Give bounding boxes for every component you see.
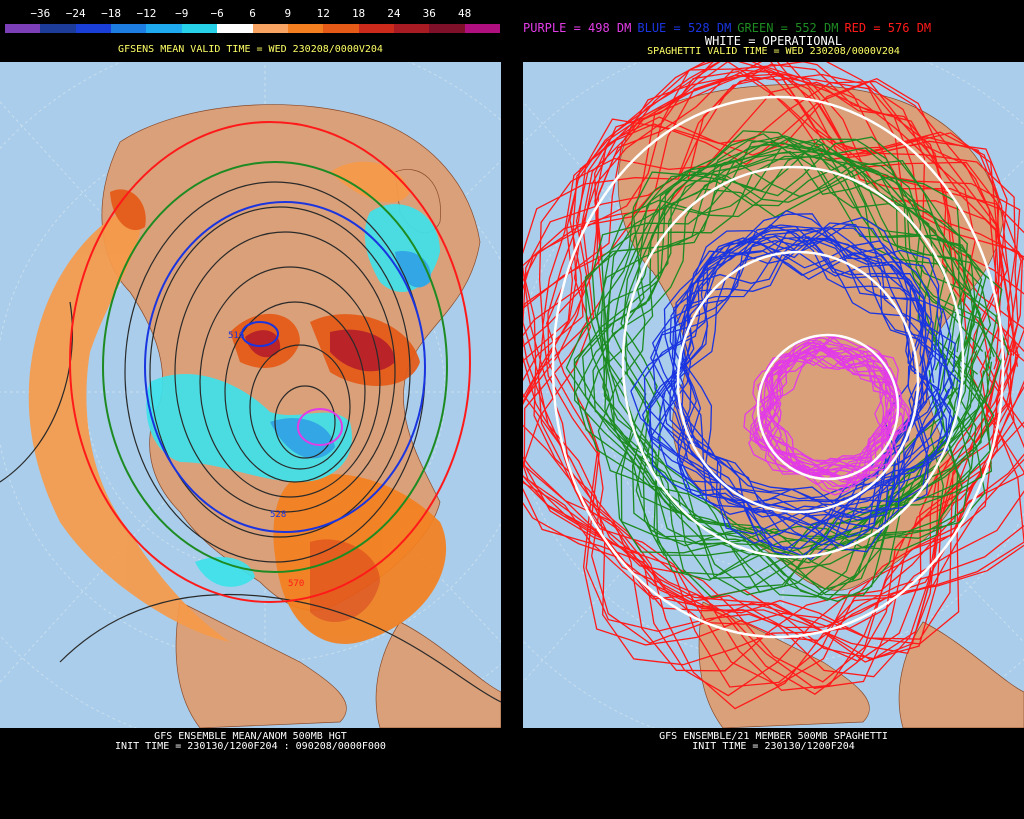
colorbar-swatch — [111, 24, 147, 33]
ensemble-member-contour — [584, 150, 976, 596]
colorbar-swatch — [181, 24, 218, 33]
legend-blue: BLUE = 528 DM — [637, 21, 732, 35]
ensemble-member-contour — [763, 334, 903, 472]
ensemble-member-contour — [523, 73, 1024, 688]
colorbar-label: 12 — [316, 7, 330, 20]
ensemble-member-contour — [541, 80, 1024, 646]
colorbar-label: 9 — [284, 7, 292, 20]
spaghetti-caption-title: GFS ENSEMBLE/21 MEMBER 500MB SPAGHETTI — [659, 731, 888, 742]
ensemble-member-contour — [652, 239, 953, 559]
legend-purple: PURPLE = 498 DM — [523, 21, 632, 35]
ensemble-member-contour — [757, 355, 910, 496]
ensemble-member-contour — [670, 226, 952, 535]
colorbar-swatch — [5, 24, 41, 33]
colorbar-swatch — [217, 24, 253, 33]
colorbar-label: 24 — [387, 7, 401, 20]
colorbar-label: −12 — [136, 7, 157, 20]
spaghetti-map — [523, 62, 1024, 728]
legend-white: WHITE = OPERATIONAL — [704, 34, 843, 48]
spaghetti-valid-time: SPAGHETTI VALID TIME = WED 230208/0000V2… — [647, 46, 900, 57]
colorbar-label: 36 — [422, 7, 436, 20]
contour-legend: PURPLE = 498 DM BLUE = 528 DM GREEN = 552 … — [523, 22, 1024, 35]
ensemble-member-contour — [643, 229, 934, 546]
spaghetti-map-drawing — [523, 62, 1024, 728]
colorbar-swatch — [252, 24, 288, 33]
ensemble-member-contour — [761, 345, 902, 476]
colorbar-swatch — [393, 24, 430, 33]
colorbar-label: −18 — [101, 7, 121, 20]
spaghetti-caption-init: INIT TIME = 230130/1200F204 — [692, 741, 855, 752]
ensemble-member-contour — [748, 352, 887, 483]
ensemble-member-contour — [537, 81, 1024, 666]
colorbar-swatch — [464, 24, 501, 33]
ensemble-member-contour — [641, 232, 927, 548]
colorbar-swatch — [40, 24, 76, 33]
contour-label-528: 528 — [270, 510, 286, 520]
ensemble-member-contour — [676, 240, 933, 516]
ensemble-member-contour — [523, 74, 1024, 710]
colorbar-label: −36 — [30, 7, 51, 20]
colorbar-label: 48 — [458, 7, 472, 20]
colorbar-label: 6 — [249, 7, 256, 20]
ensemble-member-contour — [680, 246, 938, 526]
colorbar-label: −9 — [175, 7, 189, 20]
ensemble-member-contour — [523, 62, 1013, 663]
ensemble-member-contour — [523, 62, 1024, 686]
colorbar-labels: −36 −24 −18 −12 −9 −6 6 9 12 18 24 36 48 — [0, 8, 501, 21]
contour-label-516: 516 — [228, 331, 244, 341]
ensemble-member-contour — [597, 133, 981, 551]
spaghetti-panel: PURPLE = 498 DM BLUE = 528 DM GREEN = 552 … — [523, 0, 1024, 819]
colorbar-swatch — [323, 24, 359, 33]
mean-anomaly-map: 516 528 570 — [0, 62, 501, 728]
colorbar-swatch — [287, 24, 324, 33]
colorbar-swatch — [146, 24, 182, 33]
colorbar-label: −6 — [210, 7, 224, 20]
colorbar-swatch — [75, 24, 112, 33]
panel-divider — [501, 0, 523, 819]
mean-caption-title: GFS ENSEMBLE MEAN/ANOM 500MB HGT — [154, 731, 347, 742]
colorbar-swatch — [429, 24, 465, 33]
ensemble-member-contour — [546, 77, 1024, 632]
ensemble-member-contour — [523, 69, 1022, 689]
ensemble-member-contour — [523, 62, 1001, 655]
ensemble-member-contour — [657, 235, 935, 530]
ensemble-member-contour — [611, 163, 967, 559]
ensemble-member-contour — [547, 80, 1024, 644]
legend-red: RED = 576 DM — [844, 21, 932, 35]
ensemble-mean-panel: −36 −24 −18 −12 −9 −6 6 9 12 18 24 36 48 GFSENS MEAN… — [0, 0, 501, 819]
ensemble-member-contour — [743, 345, 892, 488]
contour-label-570: 570 — [288, 579, 304, 589]
legend-green: GREEN = 552 DM — [737, 21, 839, 35]
ensemble-member-contour — [648, 224, 929, 538]
ensemble-member-contour — [620, 160, 975, 557]
mean-valid-time: GFSENS MEAN VALID TIME = WED 230208/0000… — [118, 44, 383, 55]
ensemble-member-contour — [601, 155, 995, 599]
mean-anomaly-map-drawing: 516 528 570 — [0, 62, 501, 728]
colorbar-label: 18 — [351, 7, 366, 20]
colorbar-swatch — [358, 24, 394, 33]
anomaly-colorbar — [5, 24, 501, 33]
ensemble-member-contour — [755, 341, 893, 473]
mean-caption-init: INIT TIME = 230130/1200F204 : 090208/000… — [115, 741, 386, 752]
ensemble-member-contour — [630, 236, 930, 561]
colorbar-label: −24 — [65, 7, 86, 20]
ensemble-member-contour — [651, 224, 956, 538]
